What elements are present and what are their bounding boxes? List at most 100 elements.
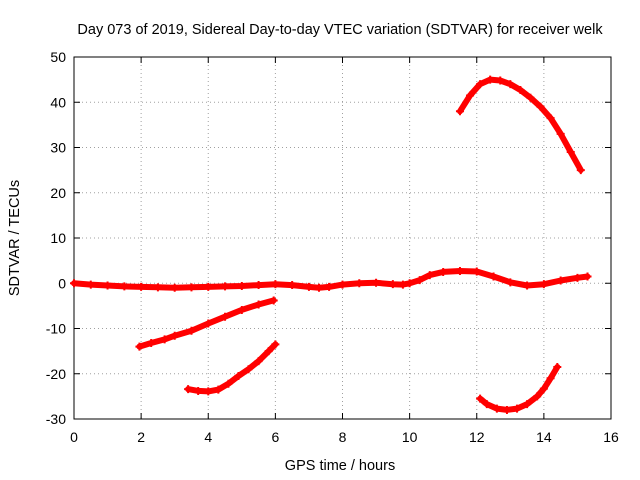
data-point [576,166,585,175]
data-point [221,282,230,291]
data-point [492,404,501,413]
data-point [224,379,233,388]
data-point [536,102,545,111]
data-point [103,281,112,290]
data-point [187,283,196,292]
series-trace [185,341,279,395]
data-point [214,385,223,394]
data-point [455,267,464,276]
x-tick-label: 4 [204,429,212,445]
data-point [338,280,347,289]
data-point [120,282,129,291]
x-tick-label: 16 [603,429,619,445]
data-point [264,347,273,356]
data-point [254,300,263,309]
data-point [523,400,532,409]
data-point [170,283,179,292]
series-trace [136,297,277,350]
x-tick-label: 8 [339,429,347,445]
data-point [546,114,555,123]
data-point [526,93,535,102]
data-point [355,279,364,288]
data-point [288,281,297,290]
x-tick-label: 6 [271,429,279,445]
data-point [137,282,146,291]
y-axis: -30 -20 -10 0 10 20 30 40 50 [46,49,611,427]
data-point [237,305,246,314]
data-point [476,80,485,89]
data-point [506,278,515,287]
y-tick-label: 50 [50,49,66,65]
data-point [455,107,464,116]
data-point [476,394,485,403]
data-point [234,372,243,381]
data-point [160,335,169,344]
y-tick-label: 30 [50,140,66,156]
data-point [533,392,542,401]
data-point [425,271,434,280]
data-point [466,91,475,100]
data-point [486,75,495,84]
data-point [415,276,424,285]
series-trace [477,364,561,413]
data-point [325,282,334,291]
data-point [254,281,263,290]
x-tick-label: 14 [536,429,552,445]
y-tick-label: 40 [50,94,66,110]
data-point [573,273,582,282]
x-tick-label: 12 [469,429,485,445]
data-point [583,272,592,281]
y-tick-label: 0 [58,275,66,291]
chart-title: Day 073 of 2019, Sidereal Day-to-day VTE… [77,22,603,38]
data-point [184,385,193,394]
data-point [153,283,162,292]
data-point [221,312,230,321]
data-point [405,279,414,288]
data-point [70,279,78,288]
x-axis-label: GPS time / hours [285,458,395,474]
y-tick-label: -30 [46,411,66,427]
data-series [70,75,592,414]
series-5 [476,362,562,414]
data-point [244,365,253,374]
x-tick-label: 10 [402,429,418,445]
data-point [194,386,203,395]
y-tick-label: -10 [46,321,66,337]
series-3 [135,296,278,351]
data-point [398,280,407,289]
y-tick-label: 10 [50,230,66,246]
data-point [204,387,213,396]
data-point [271,280,280,289]
data-point [372,278,381,287]
series-4 [184,340,280,396]
data-point [553,362,562,371]
y-tick-label: -20 [46,366,66,382]
series-1 [70,267,592,292]
data-point [254,357,263,366]
data-point [271,340,280,349]
data-point [472,267,481,276]
data-point [539,280,548,289]
grid-lines [74,57,611,419]
data-point [496,76,505,85]
data-point [539,384,548,393]
data-point [269,296,278,305]
x-axis: 0 2 4 6 8 10 12 14 16 [70,57,619,445]
data-point [388,280,397,289]
data-point [502,405,511,414]
data-point [513,404,522,413]
data-point [187,326,196,335]
data-point [315,283,324,292]
data-point [489,272,498,281]
data-point [147,338,156,347]
data-point [506,80,515,89]
data-point [556,129,565,138]
data-point [204,282,213,291]
data-point [566,148,575,157]
data-point [482,400,491,409]
series-2 [455,75,585,175]
x-tick-label: 2 [137,429,145,445]
data-point [523,281,532,290]
data-point [516,86,525,95]
x-tick-label: 0 [70,429,78,445]
